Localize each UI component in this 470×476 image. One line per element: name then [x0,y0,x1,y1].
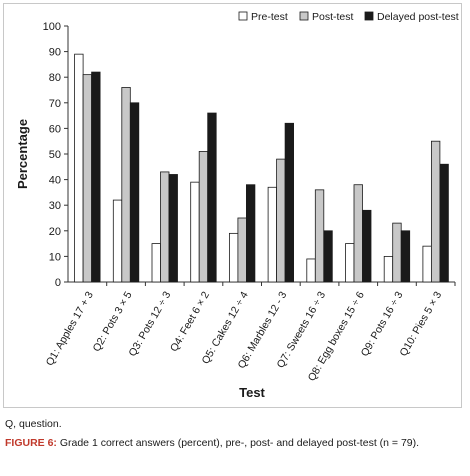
bar [392,222,402,283]
y-tick-label: 40 [49,175,61,187]
bar [284,122,295,283]
y-tick-label: 0 [55,277,61,289]
x-tick-label: Q10: Pies 5 × 3 [398,289,445,358]
x-tick-label: Q9: Pots 16 ÷ 3 [359,289,406,358]
bar [383,255,394,283]
bar [245,184,256,283]
bar [430,140,441,283]
bar [276,158,286,283]
bar [237,217,247,283]
legend-swatch [299,11,309,21]
legend-label: Delayed post-test [377,11,459,23]
y-tick-label: 10 [49,251,61,263]
bar [439,163,449,283]
bar [91,71,101,283]
bar [121,87,131,283]
bar [190,181,200,283]
legend-label: Post-test [312,11,354,23]
bar [400,230,411,283]
bar [112,199,123,283]
y-tick-label: 30 [49,200,61,212]
bar [160,171,170,283]
legend-label: Pre-test [251,11,288,23]
x-axis-title: Test [239,385,265,400]
footnote: Q, question. [5,418,62,430]
figure-caption: FIGURE 6: Grade 1 correct answers (perce… [5,436,465,450]
bar [129,102,140,283]
bar [168,174,178,283]
y-tick-label: 70 [49,98,61,110]
bar [82,74,92,283]
bar [314,189,325,283]
x-tick-label: Q2: Pots 3 × 5 [91,289,135,354]
y-axis-title: Percentage [15,119,30,189]
bar [267,186,278,283]
bar [228,232,239,283]
bar [353,184,363,283]
y-tick-label: 50 [49,149,61,161]
legend-swatch [238,11,248,21]
bar [362,209,372,283]
bar [345,243,355,283]
bar [151,243,161,283]
bar [306,258,316,283]
x-tick-label: Q1: Apples 17 + 3 [44,289,96,368]
caption-text: Grade 1 correct answers (percent), pre-,… [56,437,420,449]
legend-swatch [364,11,374,21]
bar [323,230,333,283]
y-tick-label: 20 [49,226,61,238]
y-tick-label: 80 [49,72,61,84]
x-tick-label: Q4: Feet 6 × 2 [168,289,212,354]
y-tick-label: 60 [49,123,61,135]
bar [422,245,432,283]
y-tick-label: 90 [49,47,61,59]
bar [74,53,84,283]
y-tick-label: 100 [43,21,61,33]
bar [198,151,209,283]
x-tick-label: Q3: Pots 12 ÷ 3 [127,289,174,358]
chart-frame [3,3,462,408]
caption-label: FIGURE 6: [5,437,57,449]
bar [207,112,217,283]
